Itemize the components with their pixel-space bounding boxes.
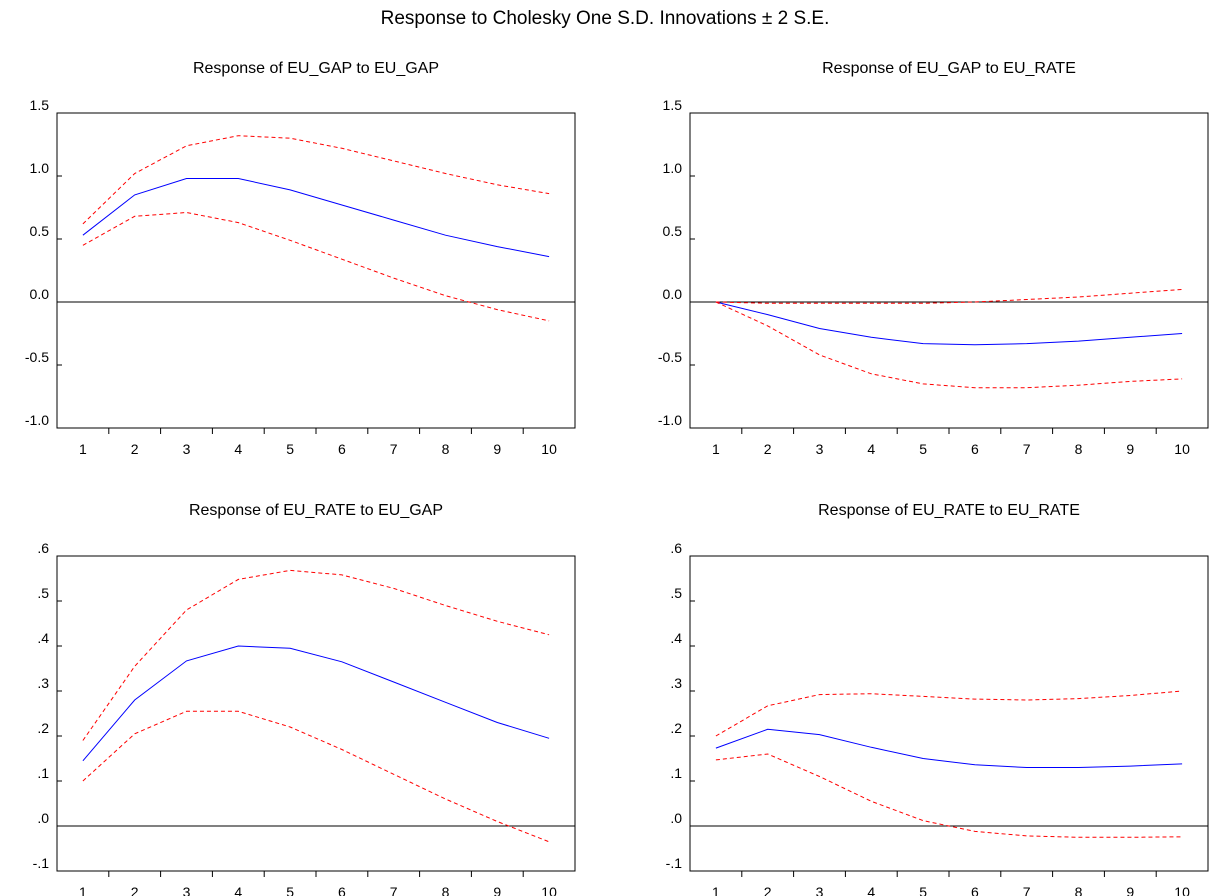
x-tick-label: 5 [286,441,294,457]
confidence-band-lower [82,710,550,843]
plot-frame [689,112,1209,429]
plot-frame [689,555,1209,872]
response-line [82,178,550,258]
y-tick-label: 1.5 [30,97,50,113]
confidence-band-upper [715,288,1183,304]
x-tick-label: 10 [541,884,557,896]
y-tick-label: .5 [37,585,49,601]
y-tick-label: -0.5 [25,349,49,365]
x-tick-label: 2 [131,441,139,457]
x-tick-label: 6 [338,884,346,896]
x-tick-label: 10 [1174,884,1190,896]
y-tick-label: -1.0 [658,412,682,428]
x-tick-label: 2 [131,884,139,896]
plot-frame [56,555,576,872]
y-tick-label: .1 [37,765,49,781]
y-tick-label: .6 [670,540,682,556]
y-tick-label: 1.0 [30,160,50,176]
confidence-band-lower [715,753,1183,838]
y-tick-label: .6 [37,540,49,556]
plot-frame [56,112,576,429]
response-line [715,728,1183,768]
confidence-band-upper [82,135,550,225]
chart-panel-1: Response of EU_GAP to EU_GAP -1.0 -0.5 0.0 0… [25,60,576,457]
panel-title: Response of EU_GAP to EU_RATE [822,60,1076,77]
x-tick-label: 6 [971,884,979,896]
x-tick-label: 5 [919,441,927,457]
y-tick-label: .2 [37,720,49,736]
x-tick-label: 4 [867,441,875,457]
x-tick-label: 8 [1075,884,1083,896]
y-tick-label: -0.5 [658,349,682,365]
x-tick-label: 4 [234,884,242,896]
panel-title: Response of EU_GAP to EU_GAP [193,60,439,77]
y-tick-label: .0 [37,810,49,826]
y-tick-label: .4 [670,630,682,646]
x-tick-label: 7 [390,441,398,457]
y-tick-label: 1.0 [663,160,683,176]
x-tick-label: 7 [1023,884,1031,896]
x-tick-label: 2 [764,884,772,896]
x-tick-label: 9 [1126,441,1134,457]
x-tick-label: 4 [867,884,875,896]
figure-title: Response to Cholesky One S.D. Innovation… [380,8,830,29]
x-tick-label: 9 [493,441,501,457]
y-tick-label: .2 [670,720,682,736]
x-tick-label: 10 [541,441,557,457]
x-tick-label: 5 [919,884,927,896]
chart-panel-4: Response of EU_RATE to EU_RATE -.1 .0 .1 .2.… [666,502,1209,896]
response-line [715,301,1183,346]
y-tick-label: .0 [670,810,682,826]
x-tick-label: 6 [971,441,979,457]
x-tick-label: 4 [234,441,242,457]
x-tick-label: 7 [1023,441,1031,457]
y-tick-label: 0.5 [30,223,50,239]
confidence-band-upper [82,569,550,741]
x-tick-label: 10 [1174,441,1190,457]
y-tick-label: .3 [670,675,682,691]
x-tick-label: 9 [493,884,501,896]
x-tick-label: 3 [183,884,191,896]
x-tick-label: 8 [442,884,450,896]
confidence-band-upper [715,690,1183,737]
x-tick-label: 3 [816,441,824,457]
chart-panel-3: Response of EU_RATE to EU_GAP -.1 .0 .1 .2 .3… [33,502,576,896]
x-tick-label: 8 [1075,441,1083,457]
x-tick-label: 3 [183,441,191,457]
x-tick-label: 1 [712,884,720,896]
confidence-band-lower [82,211,550,322]
chart-panel-2: Response of EU_GAP to EU_RATE -1.0 -0.5 0.0… [658,60,1209,457]
y-tick-label: 0.0 [663,286,683,302]
x-tick-label: 1 [712,441,720,457]
x-tick-label: 2 [764,441,772,457]
y-tick-label: .4 [37,630,49,646]
x-tick-label: 9 [1126,884,1134,896]
x-tick-label: 6 [338,441,346,457]
confidence-band-lower [715,301,1183,389]
x-tick-label: 1 [79,884,87,896]
response-line [82,645,550,762]
x-tick-label: 5 [286,884,294,896]
panel-title: Response of EU_RATE to EU_GAP [189,502,443,519]
x-tick-label: 8 [442,441,450,457]
panel-title: Response of EU_RATE to EU_RATE [818,502,1080,519]
y-tick-label: 0.5 [663,223,683,239]
y-tick-label: .1 [670,765,682,781]
y-tick-label: -.1 [33,855,50,871]
x-tick-label: 3 [816,884,824,896]
y-tick-label: 0.0 [30,286,50,302]
x-tick-label: 1 [79,441,87,457]
y-tick-label: .3 [37,675,49,691]
y-tick-label: -1.0 [25,412,49,428]
x-tick-label: 7 [390,884,398,896]
y-tick-label: -.1 [666,855,683,871]
y-tick-label: .5 [670,585,682,601]
y-tick-label: 1.5 [663,97,683,113]
